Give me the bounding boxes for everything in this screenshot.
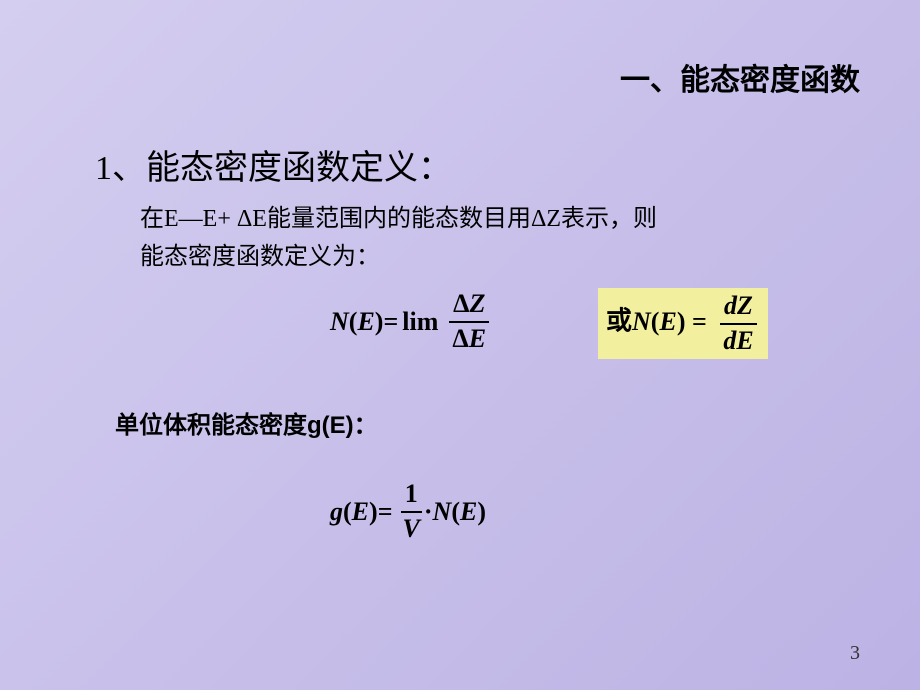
f1-E: E [357,307,374,337]
f1-numD: Δ [453,289,469,318]
f3-g: g [330,497,343,527]
formula-gE: g(E) = 1 V · N(E) [330,480,486,543]
section-title: 1、能态密度函数定义： [95,140,452,189]
definition-text: 在E—E+ ΔE能量范围内的能态数目用ΔZ表示，则 能态密度函数定义为： [140,200,820,277]
f2-den: dE [719,325,757,356]
f1-close: ) [375,307,384,337]
f3-den: V [399,513,424,544]
f3-close2: ) [477,497,486,527]
f1-N: N [330,307,349,337]
f3-frac: 1 V [399,480,424,543]
f2-E: E [659,307,676,336]
subsection-title: 单位体积能态密度g(E)： [115,405,378,440]
f3-close: ) [369,497,378,527]
f1-lim: lim [402,307,438,337]
f1-frac: ΔZ ΔE [448,290,490,353]
f2-num: dZ [720,292,757,325]
f3-num: 1 [401,480,422,513]
f3-eq: = [378,497,393,527]
f1-numZ: Z [469,289,485,318]
body-line2: 能态密度函数定义为： [140,244,380,270]
f3-E2: E [460,497,477,527]
f3-N: N [433,497,452,527]
f3-open2: ( [451,497,460,527]
f3-dot: · [424,497,433,527]
f3-open: ( [343,497,352,527]
formula-highlight-box: 或N(E) = dZdE [598,288,768,359]
f1-eq: = [383,307,398,337]
f2-N: N [632,307,651,336]
f3-E: E [352,497,369,527]
f2-frac: dZdE [719,292,757,355]
f1-denD: Δ [452,324,468,353]
f2-prefix: 或 [606,307,632,336]
f1-denE: E [469,324,486,353]
page-number: 3 [850,642,860,665]
formula-limit: N(E) = lim ΔZ ΔE [330,290,490,353]
header-title: 一、能态密度函数 [620,55,860,99]
body-line1: 在E—E+ ΔE能量范围内的能态数目用ΔZ表示，则 [140,206,657,232]
f2-eq: = [685,307,713,336]
